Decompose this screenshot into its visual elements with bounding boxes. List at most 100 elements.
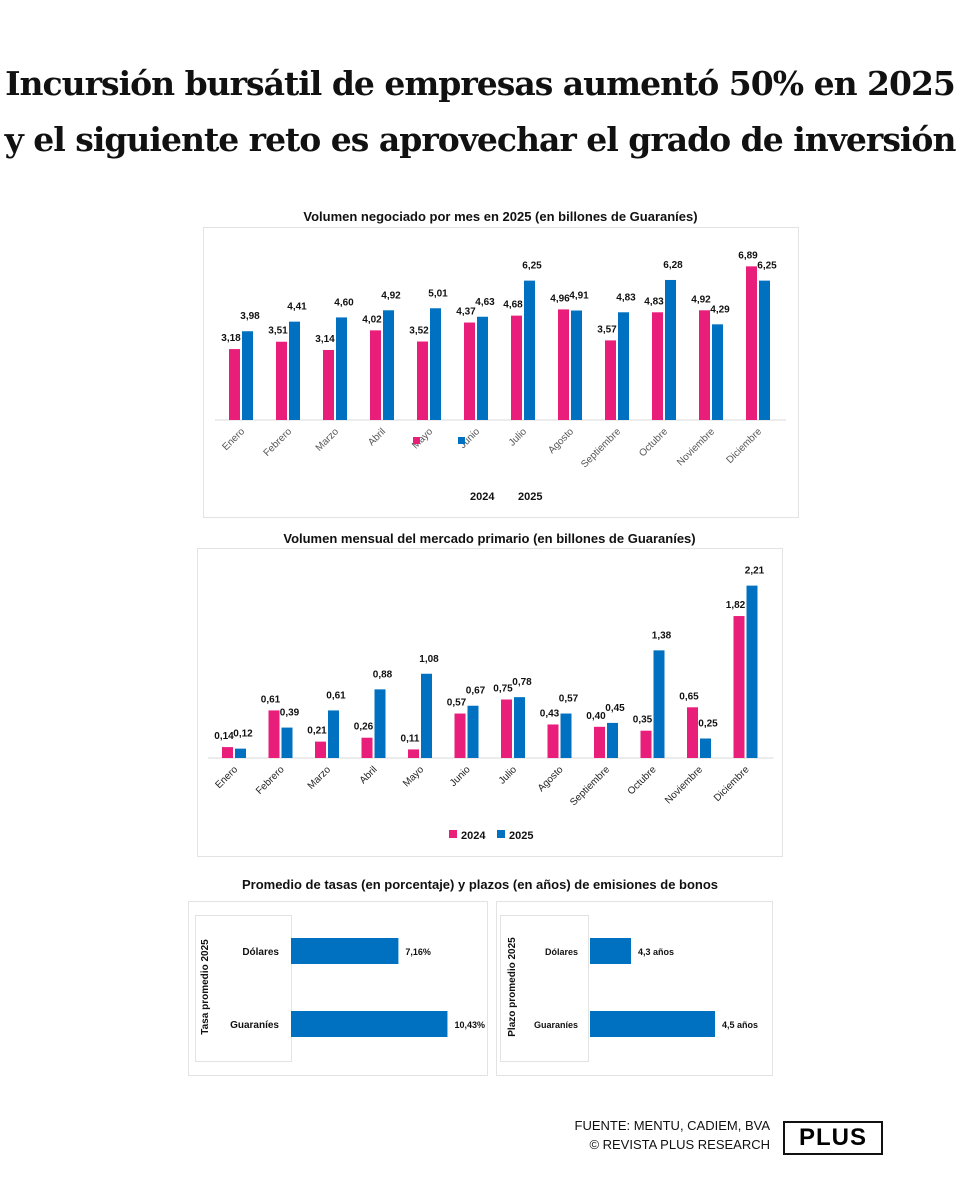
bar-2025-julio	[524, 280, 535, 420]
data-label-2025: 0,78	[512, 677, 532, 688]
footer-source: FUENTE: MENTU, CADIEM, BVA	[574, 1118, 771, 1133]
data-label-2025: 1,08	[419, 654, 439, 665]
bar-2024-agosto	[547, 724, 559, 758]
data-label-2025: 4,92	[381, 290, 401, 301]
bar-dólares	[291, 938, 399, 964]
chart2-frame	[197, 548, 783, 857]
bar-2024-junio	[454, 713, 466, 758]
x-tick-label: Septiembre	[568, 764, 612, 808]
category-label: Guaraníes	[230, 1020, 279, 1031]
data-label-2024: 4,96	[550, 293, 570, 304]
footer-credit: © REVISTA PLUS RESEARCH	[589, 1137, 770, 1152]
bar-dólares	[590, 938, 631, 964]
bar-2024-marzo	[315, 741, 326, 758]
x-tick-label: Octubre	[626, 764, 659, 797]
x-tick-label: Abril	[358, 764, 380, 786]
bar-2025-marzo	[336, 317, 347, 420]
data-label-2025: 0,61	[326, 690, 346, 701]
data-label-2024: 4,37	[456, 307, 476, 318]
data-label-2024: 0,11	[401, 733, 420, 744]
bar-2024-febrero	[276, 341, 287, 420]
bar-2024-abril	[361, 737, 373, 758]
legend-label-2024: 2024	[470, 491, 495, 503]
x-tick-label: Noviembre	[663, 764, 705, 806]
bar-2025-septiembre	[607, 722, 618, 758]
bar-2025-abril	[374, 689, 386, 758]
data-label-2024: 0,43	[540, 708, 560, 719]
data-label-2025: 2,21	[745, 566, 765, 577]
bar-2024-abril	[370, 330, 381, 420]
data-label-2024: 3,18	[221, 333, 241, 344]
bar-2025-noviembre	[700, 738, 711, 758]
x-tick-label: Mayo	[401, 764, 426, 789]
chart4-axis-panel	[500, 915, 589, 1062]
headline-line-2: y el siguiente reto es aprovechar el gra…	[4, 120, 957, 159]
bar-2025-octubre	[653, 650, 665, 758]
data-label-2024: 0,35	[633, 715, 653, 726]
category-label: Dólares	[242, 947, 279, 958]
data-label-2024: 0,57	[447, 698, 467, 709]
bar-2025-febrero	[289, 321, 300, 420]
bar-2025-noviembre	[712, 324, 723, 420]
plus-logo: PLUS	[783, 1121, 883, 1155]
bar-2024-noviembre	[687, 707, 698, 758]
data-label-2025: 4,63	[475, 297, 495, 308]
bar-guaraníes	[590, 1011, 715, 1037]
bar-2025-marzo	[328, 710, 339, 758]
data-label-2024: 3,52	[409, 326, 429, 337]
bar-2025-junio	[467, 705, 479, 758]
data-label: 4,5 años	[722, 1020, 758, 1030]
category-label: Guaraníes	[534, 1020, 578, 1030]
data-label-2024: 0,65	[679, 691, 699, 702]
data-label-2024: 4,68	[503, 300, 523, 311]
bar-2025-septiembre	[618, 312, 629, 420]
data-label: 4,3 años	[638, 947, 674, 957]
bar-2025-abril	[383, 310, 394, 420]
data-label-2024: 4,83	[644, 296, 664, 307]
legend-swatch-2024	[413, 437, 420, 444]
data-label-2025: 4,83	[616, 292, 636, 303]
bar-2025-agosto	[560, 713, 572, 758]
data-label-2025: 4,60	[334, 297, 354, 308]
data-label-2025: 0,67	[466, 686, 486, 697]
bar-2024-julio	[501, 699, 512, 758]
data-label-2024: 0,14	[214, 731, 234, 742]
data-label-2025: 0,88	[373, 669, 393, 680]
bar-2025-enero	[235, 748, 246, 758]
bar-2025-diciembre	[759, 280, 770, 420]
x-tick-label: Diciembre	[712, 764, 752, 804]
data-label-2024: 0,21	[307, 726, 327, 737]
legend-swatch-2024	[449, 830, 457, 838]
data-label-2025: 0,25	[698, 719, 718, 730]
x-tick-label: Agosto	[536, 764, 566, 794]
data-label-2025: 3,98	[240, 311, 260, 322]
data-label-2025: 4,41	[287, 302, 307, 313]
data-label-2025: 0,45	[605, 703, 625, 714]
bar-2025-junio	[477, 316, 488, 420]
data-label-2024: 0,61	[261, 694, 281, 705]
bar-2024-enero	[229, 349, 240, 420]
bar-2025-mayo	[421, 673, 432, 758]
category-label: Dólares	[545, 947, 578, 957]
legend-label-2024: 2024	[461, 830, 486, 842]
data-label-2025: 0,57	[559, 694, 579, 705]
bar-2025-julio	[514, 697, 525, 758]
data-label-2024: 0,75	[493, 684, 513, 695]
x-tick-label: Junio	[448, 764, 473, 789]
data-label-2024: 3,14	[315, 334, 335, 345]
data-label: 7,16%	[405, 947, 431, 957]
bar-2025-octubre	[665, 279, 676, 420]
bar-2025-mayo	[430, 308, 441, 420]
data-label-2024: 3,57	[597, 324, 617, 335]
data-label-2024: 0,26	[354, 722, 374, 733]
data-label-2025: 1,38	[652, 630, 672, 641]
bar-2025-enero	[242, 331, 253, 420]
x-tick-label: Enero	[213, 764, 240, 791]
bar-2024-noviembre	[699, 310, 710, 420]
bar-2024-septiembre	[605, 340, 616, 420]
legend-label-2025: 2025	[518, 491, 542, 503]
data-label-2024: 1,82	[726, 600, 746, 611]
x-tick-label: Marzo	[306, 764, 334, 792]
